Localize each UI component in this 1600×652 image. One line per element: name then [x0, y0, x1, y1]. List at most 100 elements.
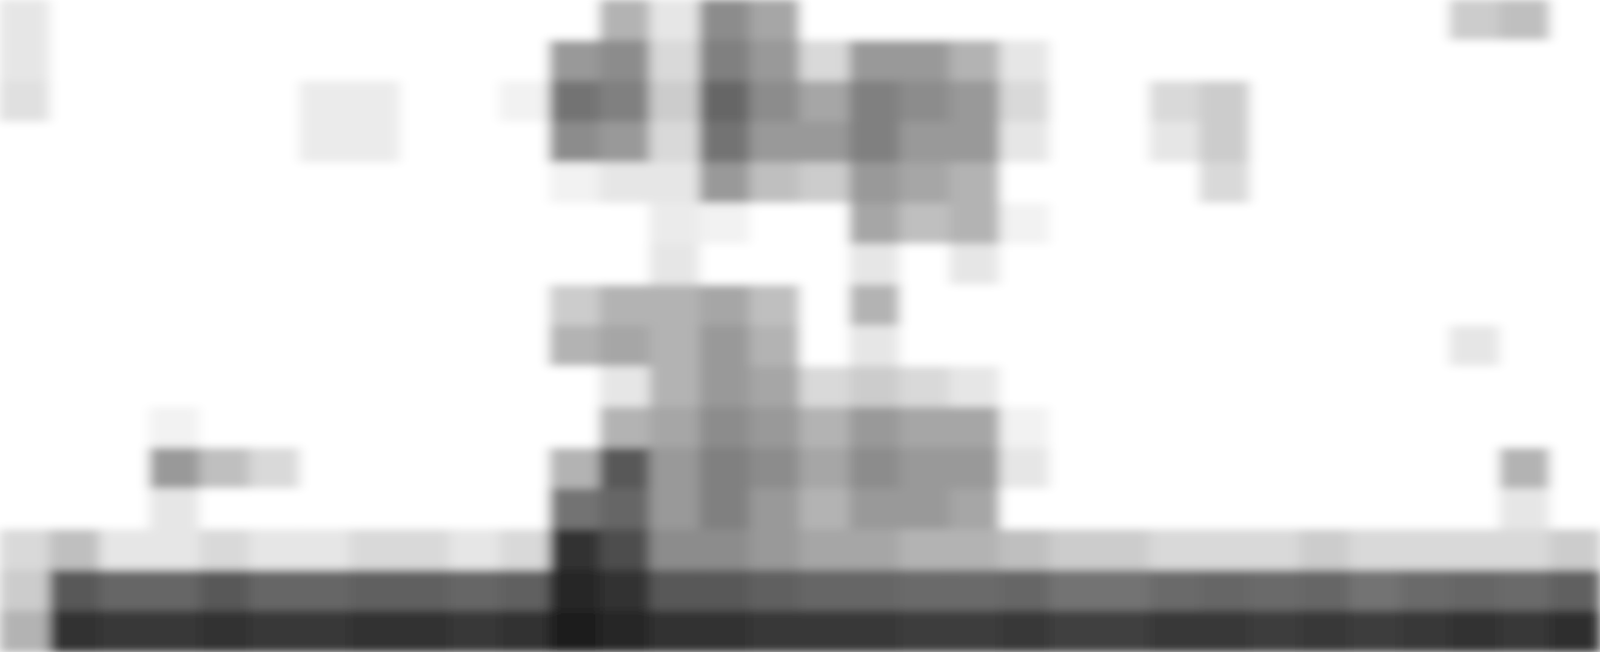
- heatmap-cell: [1449, 0, 1501, 42]
- heatmap-cell: [1149, 121, 1201, 164]
- heatmap-cell: [149, 488, 201, 531]
- heatmap-cell: [799, 203, 851, 245]
- heatmap-cell: [1399, 244, 1451, 287]
- heatmap-cell: [799, 488, 851, 531]
- heatmap-cell: [699, 203, 751, 245]
- heatmap-cell: [49, 488, 101, 531]
- heatmap-cell: [899, 488, 951, 531]
- heatmap-cell: [499, 448, 551, 490]
- heatmap-cell: [749, 407, 801, 450]
- heatmap-cell: [849, 611, 901, 652]
- heatmap-cell: [549, 611, 601, 652]
- heatmap-cell: [599, 407, 651, 450]
- heatmap-cell: [1049, 0, 1101, 42]
- heatmap-cell: [649, 611, 701, 652]
- heatmap-cell: [1549, 366, 1600, 409]
- heatmap-cell: [1099, 448, 1151, 490]
- heatmap-cell: [1549, 81, 1600, 124]
- heatmap-cell: [1549, 407, 1600, 450]
- heatmap-cell: [999, 81, 1051, 124]
- heatmap-cell: [949, 325, 1001, 368]
- heatmap-cell: [199, 488, 251, 531]
- heatmap-cell: [149, 0, 201, 42]
- heatmap-cell: [1049, 121, 1101, 164]
- heatmap-cell: [799, 407, 851, 450]
- heatmap-cell: [799, 0, 851, 42]
- heatmap-cell: [1299, 244, 1351, 287]
- heatmap-cell: [1349, 488, 1401, 531]
- heatmap-cell: [849, 121, 901, 164]
- heatmap-cell: [1449, 162, 1501, 205]
- heatmap-cell: [1049, 570, 1101, 613]
- heatmap-cell: [999, 366, 1051, 409]
- heatmap-cell: [1099, 366, 1151, 409]
- heatmap-cell: [1399, 325, 1451, 368]
- heatmap-cell: [549, 284, 601, 327]
- heatmap-cell: [599, 40, 651, 82]
- heatmap-cell: [449, 203, 501, 245]
- heatmap-cell: [299, 203, 351, 245]
- heatmap-cell: [1349, 81, 1401, 124]
- heatmap-cell: [249, 407, 301, 450]
- heatmap-cell: [1249, 611, 1301, 652]
- heatmap-cell: [499, 40, 551, 82]
- heatmap-cell: [349, 121, 401, 164]
- heatmap-cell: [449, 366, 501, 409]
- heatmap-cell: [849, 448, 901, 490]
- heatmap-cell: [99, 448, 151, 490]
- heatmap-cell: [1199, 81, 1251, 124]
- heatmap-cell: [249, 488, 301, 531]
- heatmap-cell: [1099, 40, 1151, 82]
- heatmap-cell: [299, 121, 351, 164]
- heatmap-cell: [49, 366, 101, 409]
- heatmap-cell: [199, 284, 251, 327]
- heatmap-cell: [499, 570, 551, 613]
- heatmap-cell: [1249, 407, 1301, 450]
- heatmap-cell: [649, 325, 701, 368]
- heatmap-cell: [99, 244, 151, 287]
- heatmap-cell: [599, 244, 651, 287]
- heatmap-cell: [449, 0, 501, 42]
- heatmap-cell: [849, 81, 901, 124]
- heatmap-cell: [1399, 407, 1451, 450]
- heatmap-cell: [649, 0, 701, 42]
- heatmap-cell: [1149, 488, 1201, 531]
- heatmap-cell: [0, 448, 51, 490]
- heatmap-cell: [649, 407, 701, 450]
- heatmap-cell: [999, 162, 1051, 205]
- heatmap-cell: [1349, 284, 1401, 327]
- heatmap-cell: [349, 325, 401, 368]
- heatmap-cell: [499, 529, 551, 572]
- heatmap-cell: [1499, 203, 1551, 245]
- heatmap-cell: [199, 121, 251, 164]
- heatmap-cell: [299, 325, 351, 368]
- heatmap-cell: [0, 0, 51, 42]
- heatmap-cell: [1249, 366, 1301, 409]
- heatmap-cell: [1199, 325, 1251, 368]
- heatmap-cell: [599, 570, 651, 613]
- heatmap-cell: [99, 0, 151, 42]
- heatmap-cell: [49, 40, 101, 82]
- heatmap-cell: [399, 611, 451, 652]
- heatmap-cell: [1149, 407, 1201, 450]
- heatmap-cell: [1299, 325, 1351, 368]
- heatmap-cell: [1499, 325, 1551, 368]
- heatmap-cell: [1499, 162, 1551, 205]
- heatmap-cell: [1249, 162, 1301, 205]
- heatmap-cell: [299, 407, 351, 450]
- heatmap-cell: [99, 529, 151, 572]
- heatmap-cell: [1549, 203, 1600, 245]
- heatmap-cell: [999, 40, 1051, 82]
- heatmap-cell: [1249, 284, 1301, 327]
- heatmap-cell: [1049, 244, 1101, 287]
- heatmap-cell: [499, 611, 551, 652]
- heatmap-cell: [1049, 448, 1101, 490]
- heatmap-cell: [1349, 244, 1401, 287]
- heatmap-cell: [799, 284, 851, 327]
- heatmap-cell: [1349, 0, 1401, 42]
- heatmap-cell: [749, 366, 801, 409]
- heatmap-cell: [0, 284, 51, 327]
- heatmap-cell: [1299, 203, 1351, 245]
- heatmap-cell: [249, 325, 301, 368]
- heatmap-cell: [1399, 0, 1451, 42]
